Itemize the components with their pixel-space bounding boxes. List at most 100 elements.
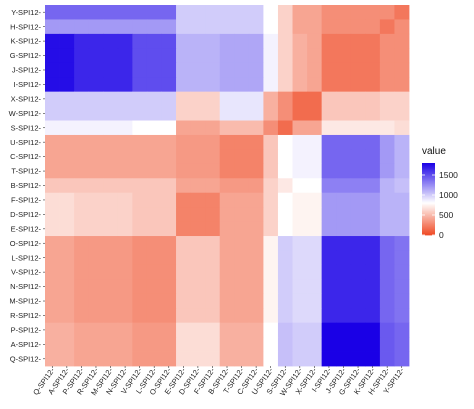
heatmap-cell [74,308,90,324]
heatmap-cell [292,106,308,121]
heatmap-cell [219,308,235,324]
heatmap-cell [394,351,410,367]
legend-gradient-slice [422,193,435,195]
heatmap-cell [190,293,206,309]
heatmap-cell [277,134,293,150]
heatmap-cell [205,250,221,266]
heatmap-cell [263,178,279,194]
heatmap-cell [248,33,264,49]
heatmap-cell [292,207,308,222]
y-tick-label: D-SPI12- [10,210,41,219]
heatmap-cell [219,221,235,237]
heatmap-cell [234,337,250,352]
heatmap-cell [103,149,119,165]
heatmap-cell [219,264,235,280]
heatmap-cell [103,19,119,35]
heatmap-cell [219,5,235,20]
heatmap-cell [132,48,148,64]
heatmap-cell [248,207,264,222]
heatmap-cell [277,149,293,165]
heatmap-cell [45,192,60,208]
heatmap-cell [219,134,235,150]
heatmap-cell [292,33,308,49]
heatmap-cell [117,149,133,165]
heatmap-cell [263,351,279,367]
heatmap-cell [74,62,90,78]
heatmap-cell [394,62,410,78]
heatmap-cell [45,308,60,324]
heatmap-cell [103,207,119,222]
heatmap-cell [248,308,264,324]
legend-gradient-slice [422,170,435,172]
heatmap-cell [88,5,104,20]
heatmap-cell [45,149,60,165]
heatmap-cell [248,293,264,309]
heatmap-cells [45,5,410,367]
heatmap-cell [103,293,119,309]
heatmap-cell [59,120,75,136]
legend-gradient-slice [422,187,435,189]
heatmap-cell [234,192,250,208]
legend-gradient-slice [422,165,435,167]
heatmap-cell [321,264,337,280]
heatmap-cell [394,192,410,208]
heatmap-cell [263,106,279,121]
heatmap-cell [365,351,381,367]
heatmap-cell [219,178,235,194]
heatmap-cell [88,106,104,121]
heatmap-cell [336,120,352,136]
legend-gradient-slice [422,164,435,166]
heatmap-cell [176,134,191,150]
heatmap-cell [292,5,308,20]
heatmap-cell [234,308,250,324]
heatmap-cell [205,77,221,93]
heatmap-cell [103,33,119,49]
heatmap-cell [307,149,323,165]
heatmap-cell [336,221,352,237]
heatmap-cell [219,293,235,309]
heatmap-cell [263,221,279,237]
heatmap-cell [45,322,60,338]
heatmap-cell [132,279,148,295]
heatmap-cell [190,264,206,280]
heatmap-cell [205,264,221,280]
legend-gradient-slice [422,224,435,226]
heatmap-cell [205,192,221,208]
heatmap-cell [350,264,366,280]
heatmap-cell [277,351,293,367]
heatmap-cell [307,19,323,35]
heatmap-cell [88,33,104,49]
heatmap-cell [190,149,206,165]
heatmap-cell [379,293,395,309]
heatmap-cell [146,5,162,20]
heatmap-cell [45,250,60,266]
y-tick-label: P-SPI12- [11,326,42,335]
heatmap-cell [88,134,104,150]
y-tick-label: S-SPI12- [11,123,42,132]
heatmap-cell [132,337,148,352]
heatmap-cell [336,337,352,352]
heatmap-cell [277,33,293,49]
heatmap-cell [146,264,162,280]
heatmap-cell [88,91,104,107]
heatmap-cell [103,106,119,121]
heatmap-cell [88,221,104,237]
heatmap-cell [59,250,75,266]
heatmap-cell [379,221,395,237]
heatmap-cell [379,308,395,324]
heatmap-cell [176,308,191,324]
heatmap-cell [350,77,366,93]
heatmap-cell [74,134,90,150]
heatmap-cell [379,351,395,367]
heatmap-cell [45,221,60,237]
heatmap-cell [146,77,162,93]
heatmap-cell [176,91,191,107]
heatmap-cell [336,62,352,78]
heatmap-cell [132,308,148,324]
y-tick-label: U-SPI12- [10,138,41,147]
heatmap-cell [117,279,133,295]
heatmap-cell [350,120,366,136]
heatmap-cell [336,33,352,49]
heatmap-cell [321,48,337,64]
